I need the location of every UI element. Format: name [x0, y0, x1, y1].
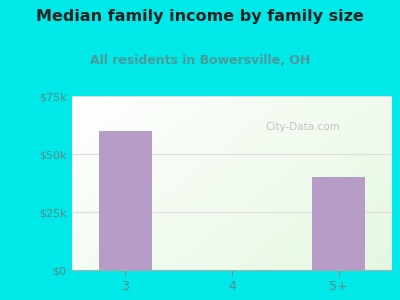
- Text: All residents in Bowersville, OH: All residents in Bowersville, OH: [90, 54, 310, 67]
- Text: Median family income by family size: Median family income by family size: [36, 9, 364, 24]
- Bar: [99, 131, 152, 270]
- Bar: [312, 177, 365, 270]
- Text: City-Data.com: City-Data.com: [265, 122, 340, 132]
